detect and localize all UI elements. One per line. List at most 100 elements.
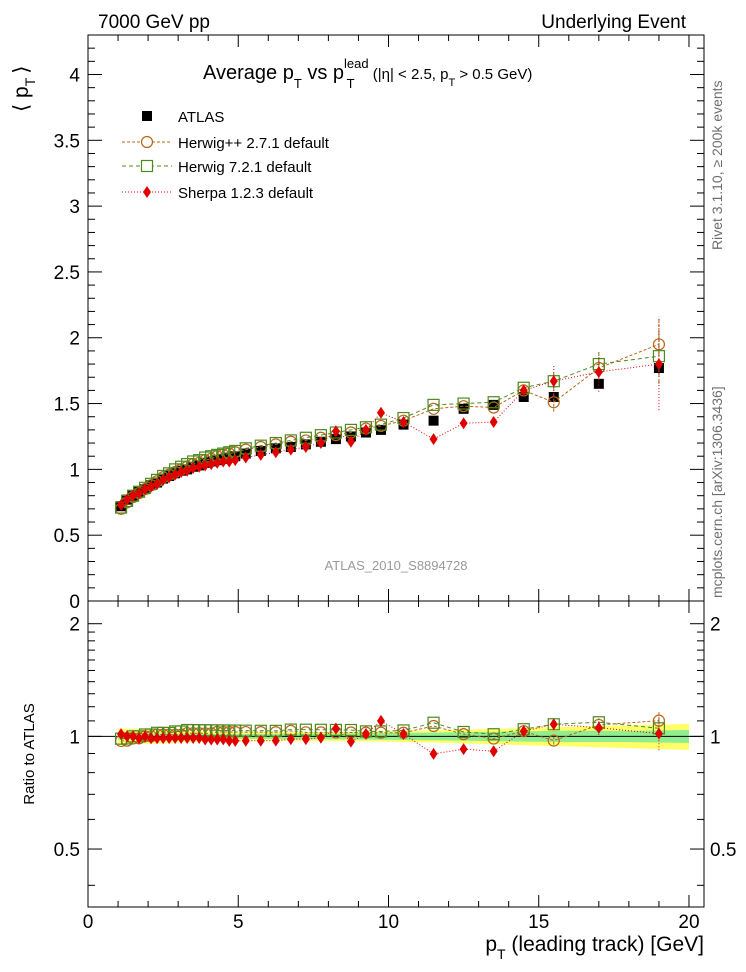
main-y-tick-label: 3.5 xyxy=(54,131,80,152)
ratio-y-tick-label-left: 1 xyxy=(69,727,80,748)
data-point-sherpa xyxy=(207,458,216,471)
data-point-sherpa xyxy=(241,451,250,464)
data-point-sherpa xyxy=(123,493,132,506)
ratio-point-sherpa xyxy=(195,731,204,744)
plot-title-cuts-a: (|η| < 2.5, p xyxy=(369,66,449,83)
ratio-point-sherpa xyxy=(231,734,240,747)
ratio-point-herwig7 xyxy=(457,725,470,739)
series-line-sherpa xyxy=(120,363,659,506)
ratio-point-herwig7 xyxy=(427,716,440,729)
ratio-point-sherpa xyxy=(165,732,174,745)
main-y-tick-label: 3 xyxy=(69,197,80,218)
ratio-point-sherpa xyxy=(271,734,280,747)
header-collision-label: 7000 GeV pp xyxy=(98,12,210,33)
main-y-tick-label: 2 xyxy=(69,329,80,350)
main-y-label-right: ⟩ xyxy=(10,66,33,74)
ratio-point-sherpa xyxy=(459,743,468,756)
ratio-point-sherpa xyxy=(429,747,438,760)
legend: ATLAS Herwig++ 2.7.1 default Herwig 7.2.… xyxy=(122,109,330,202)
data-point-sherpa xyxy=(159,473,168,486)
ratio-point-sherpa xyxy=(201,733,210,746)
ratio-point-sherpa xyxy=(594,721,603,734)
data-point-sherpa xyxy=(195,460,204,473)
ratio-point-herwig7 xyxy=(487,728,500,741)
main-y-label-sub: T xyxy=(22,77,38,86)
ratio-point-sherpa xyxy=(129,730,138,743)
data-point-sherpa xyxy=(429,433,438,446)
ratio-point-sherpa xyxy=(219,733,228,746)
ratio-point-sherpa xyxy=(141,730,150,743)
data-point-sherpa xyxy=(117,498,126,511)
x-axis-label: pT (leading track) [GeV] xyxy=(485,933,704,962)
data-point-sherpa xyxy=(519,384,528,397)
main-y-label-left: ⟨ p xyxy=(10,86,33,112)
data-point-sherpa xyxy=(594,365,603,378)
ratio-point-sherpa xyxy=(159,732,168,745)
data-point-sherpa xyxy=(301,440,310,453)
data-point-sherpa xyxy=(201,459,210,472)
data-point-sherpa xyxy=(549,375,558,388)
data-point-sherpa xyxy=(177,466,186,479)
data-point-herwig7 xyxy=(344,423,358,436)
ratio-point-sherpa xyxy=(147,732,156,745)
x-tick-label: 20 xyxy=(678,912,699,933)
plot-title-lead-sub: T xyxy=(347,76,355,91)
data-point-sherpa xyxy=(171,468,180,481)
ratio-point-sherpa xyxy=(331,722,340,735)
data-point-sherpa xyxy=(225,455,234,468)
x-label-sub: T xyxy=(497,946,506,962)
main-y-tick-label: 1.5 xyxy=(54,395,80,416)
ratio-point-herwigpp xyxy=(427,719,440,733)
data-point-sherpa xyxy=(213,456,222,469)
ratio-y-tick-label-right: 1 xyxy=(710,727,721,748)
ratio-point-sherpa xyxy=(399,727,408,740)
ratio-point-sherpa xyxy=(346,735,355,748)
analysis-watermark: ATLAS_2010_S8894728 xyxy=(325,558,468,573)
data-point-sherpa xyxy=(271,446,280,459)
data-point-sherpa xyxy=(256,448,265,461)
legend-marker-herwigpp xyxy=(140,135,154,149)
ratio-point-sherpa xyxy=(286,733,295,746)
x-label-rest: (leading track) [GeV] xyxy=(506,933,704,956)
ratio-point-sherpa xyxy=(376,714,385,727)
data-point-sherpa xyxy=(135,487,144,500)
legend-marker-sherpa xyxy=(143,186,151,198)
ratio-point-sherpa xyxy=(117,728,126,741)
data-point-sherpa xyxy=(189,462,198,475)
data-point-sherpa xyxy=(165,471,174,484)
ratio-point-sherpa xyxy=(183,732,192,745)
ratio-point-sherpa xyxy=(225,734,234,747)
header-process-label: Underlying Event xyxy=(541,12,686,33)
data-point-sherpa xyxy=(219,455,228,468)
ratio-point-herwigpp xyxy=(547,734,560,747)
ratio-y-tick-label-right: 0.5 xyxy=(710,840,736,861)
main-y-tick-label: 0 xyxy=(69,592,80,613)
x-tick-label: 0 xyxy=(83,912,94,933)
ratio-point-sherpa xyxy=(256,734,265,747)
ratio-point-sherpa xyxy=(207,733,216,746)
series-line-herwigpp xyxy=(120,343,660,510)
data-point-herwig7 xyxy=(487,396,500,409)
x-tick-label: 15 xyxy=(528,912,549,933)
data-point-herwig7 xyxy=(427,398,440,411)
data-point-atlas xyxy=(488,399,499,410)
plot-title-vs: vs p xyxy=(302,62,344,84)
data-point-sherpa xyxy=(346,435,355,448)
legend-label-atlas: ATLAS xyxy=(178,109,224,126)
mcplots-label: mcplots.cern.ch [arXiv:1306.3436] xyxy=(709,386,725,598)
data-point-herwig7 xyxy=(374,418,388,431)
ratio-point-sherpa xyxy=(189,731,198,744)
main-series-layer xyxy=(114,316,666,515)
plot-title-cuts-sub: T xyxy=(448,77,455,89)
ratio-line-herwigpp xyxy=(121,720,659,742)
data-point-sherpa xyxy=(399,415,408,428)
data-point-sherpa xyxy=(331,425,340,438)
ratio-point-sherpa xyxy=(171,732,180,745)
legend-label-herwig7: Herwig 7.2.1 default xyxy=(178,159,312,176)
data-point-sherpa xyxy=(129,489,138,502)
legend-label-sherpa: Sherpa 1.2.3 default xyxy=(178,185,314,202)
plot-title-lead-sup: lead xyxy=(344,56,369,71)
ratio-point-sherpa xyxy=(316,731,325,744)
data-point-sherpa xyxy=(141,483,150,496)
